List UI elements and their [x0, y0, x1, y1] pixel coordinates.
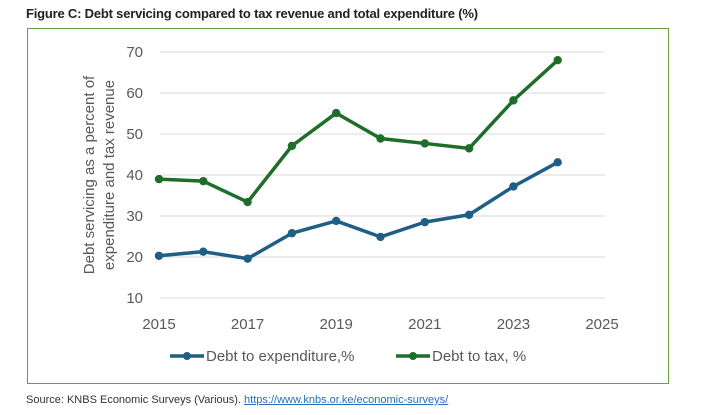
x-tick-label: 2019: [320, 316, 353, 333]
data-point: [243, 254, 252, 263]
y-tick-label: 50: [126, 126, 143, 143]
data-point: [332, 216, 341, 226]
x-tick-label: 2015: [142, 316, 175, 333]
data-point: [154, 251, 164, 260]
x-tick-label: 2017: [231, 316, 264, 333]
y-tick-label: 40: [126, 167, 143, 184]
data-point: [420, 139, 429, 148]
data-point: [154, 174, 164, 184]
series-line-1: [158, 58, 559, 204]
y-tick-label: 30: [126, 208, 143, 225]
x-tick-label: 2021: [408, 316, 441, 333]
data-point: [199, 247, 208, 256]
source-text: Source: KNBS Economic Surveys (Various).: [26, 394, 241, 406]
chart-frame: [27, 28, 669, 384]
y-tick-label: 20: [126, 249, 143, 266]
y-tick-label: 60: [126, 85, 143, 102]
legend-marker: [183, 352, 191, 360]
data-point: [332, 108, 341, 118]
series-line-0: [158, 160, 559, 261]
y-axis-label-line: expenditure and tax revenue: [101, 80, 118, 270]
y-axis-label-line: Debt servicing as a percent of: [81, 75, 98, 274]
x-tick-label: 2023: [497, 316, 530, 333]
data-point: [464, 210, 474, 219]
data-point: [376, 134, 385, 143]
legend-label: Debt to tax, %: [432, 348, 526, 365]
source-link[interactable]: https://www.knbs.or.ke/economic-surveys/: [244, 394, 449, 406]
data-point: [287, 141, 297, 151]
y-tick-label: 10: [126, 290, 143, 307]
source-note: Source: KNBS Economic Surveys (Various).…: [26, 394, 448, 406]
data-point: [420, 217, 429, 227]
data-point: [553, 56, 562, 65]
data-point: [243, 197, 252, 207]
legend-label: Debt to expenditure,%: [206, 348, 354, 365]
y-tick-label: 70: [126, 44, 143, 61]
data-point: [464, 144, 474, 153]
legend-marker: [409, 352, 417, 360]
x-tick-label: 2025: [585, 316, 618, 333]
data-point: [287, 229, 297, 238]
data-point: [509, 182, 518, 191]
data-point: [376, 232, 385, 242]
data-point: [509, 96, 518, 105]
data-point: [199, 176, 208, 186]
figure-title: Figure C: Debt servicing compared to tax…: [26, 6, 478, 21]
data-point: [553, 158, 562, 167]
